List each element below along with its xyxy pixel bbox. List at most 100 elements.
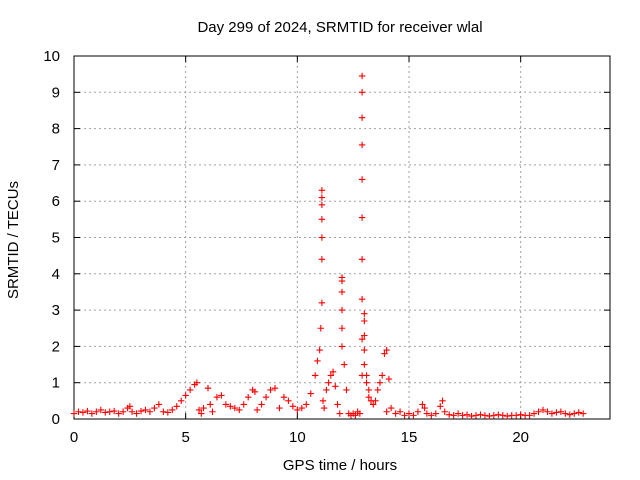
data-point [361, 346, 368, 354]
data-point [365, 386, 372, 394]
data-point [338, 306, 346, 314]
data-point [450, 412, 457, 419]
data-point [173, 403, 180, 410]
data-point [539, 406, 547, 414]
x-tick-label: 10 [289, 429, 306, 446]
data-point [318, 299, 326, 307]
data-point [363, 372, 370, 379]
data-point [218, 392, 225, 399]
data-point [327, 372, 335, 379]
data-point [119, 408, 127, 415]
x-axis-label: GPS time / hours [283, 457, 397, 474]
data-point [84, 407, 91, 415]
data-point [381, 350, 388, 357]
data-point [318, 216, 326, 223]
data-point [361, 332, 368, 339]
data-point [383, 408, 390, 415]
data-point [97, 406, 104, 414]
chart-title: Day 299 of 2024, SRMTID for receiver wla… [197, 19, 482, 36]
data-point [70, 410, 78, 417]
data-point [544, 408, 551, 415]
data-point [575, 409, 582, 416]
data-point [128, 408, 136, 415]
data-point [358, 214, 366, 221]
data-point [303, 401, 310, 408]
data-point [236, 406, 243, 414]
data-point [358, 141, 366, 149]
data-point [267, 386, 274, 394]
y-tick-label: 8 [52, 121, 60, 138]
data-point [336, 410, 343, 417]
data-point [352, 412, 359, 419]
data-point [341, 361, 348, 368]
data-point [379, 372, 386, 379]
data-point [325, 379, 332, 386]
data-point [231, 404, 238, 412]
data-point [414, 408, 422, 415]
data-point [495, 411, 502, 418]
y-tick-label: 0 [52, 411, 60, 428]
y-tick-label: 9 [52, 84, 60, 101]
data-point [481, 412, 489, 419]
data-point [392, 410, 399, 417]
y-tick-label: 4 [52, 266, 60, 283]
data-point [361, 317, 368, 325]
data-point [499, 412, 506, 419]
data-point [385, 375, 393, 383]
data-point [490, 412, 498, 419]
data-point [423, 410, 431, 417]
data-point [164, 409, 171, 416]
data-point [271, 384, 279, 392]
data-point [566, 411, 573, 418]
data-point [513, 412, 520, 419]
data-point [370, 401, 377, 408]
data-point [307, 390, 314, 397]
data-point [437, 403, 444, 410]
data-point [343, 386, 350, 394]
data-point [517, 411, 524, 418]
data-point [365, 394, 372, 401]
data-point [240, 401, 247, 408]
data-point [332, 383, 339, 390]
y-axis-label: SRMTID / TECUs [5, 181, 22, 299]
data-point [312, 372, 319, 379]
data-point [535, 408, 542, 415]
data-point [557, 408, 565, 415]
data-point [432, 410, 439, 417]
data-point [323, 386, 330, 394]
data-point [405, 410, 413, 417]
data-point [146, 408, 154, 415]
data-point [245, 394, 252, 401]
data-point [421, 404, 428, 412]
data-point [294, 406, 301, 414]
y-tick-label: 3 [52, 302, 60, 319]
y-tick-label: 2 [52, 338, 60, 355]
data-point [133, 410, 140, 417]
data-point [363, 379, 370, 386]
data-point [320, 404, 328, 412]
grid-lines [74, 56, 610, 419]
data-point [486, 412, 493, 420]
data-point [115, 410, 122, 417]
data-point [88, 410, 96, 417]
data-point [75, 408, 82, 415]
data-point [195, 406, 203, 414]
data-point [454, 410, 462, 417]
data-point [358, 114, 366, 121]
data-point [334, 401, 341, 408]
data-point [111, 407, 118, 415]
data-point [182, 392, 189, 399]
data-point [338, 277, 346, 285]
x-tick-label: 20 [512, 429, 529, 446]
data-point [530, 410, 538, 417]
data-point [463, 411, 471, 418]
data-point [155, 401, 163, 408]
y-tick-label: 6 [52, 193, 60, 210]
data-point [227, 403, 234, 410]
data-point [79, 409, 87, 416]
data-point [285, 397, 292, 405]
data-point [571, 410, 578, 417]
data-point [374, 386, 381, 394]
